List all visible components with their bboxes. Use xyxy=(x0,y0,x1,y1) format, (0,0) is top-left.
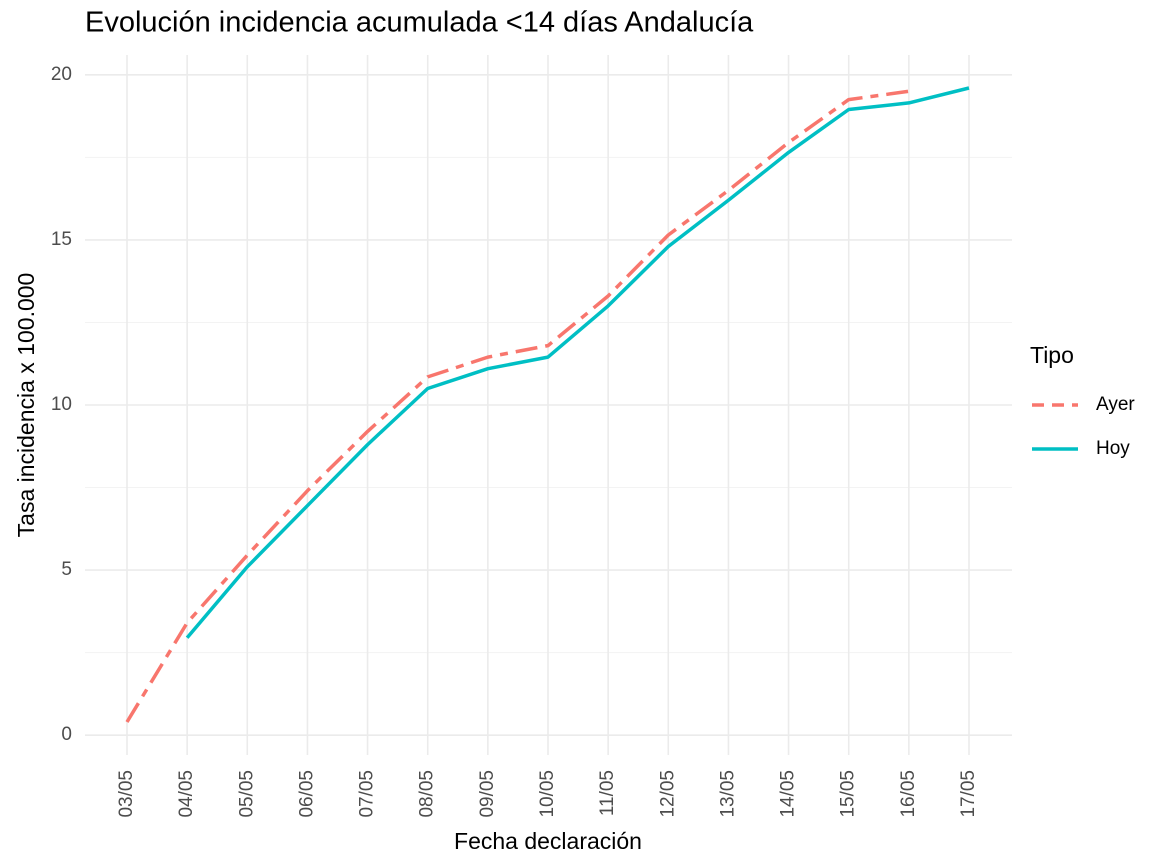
x-tick-label: 05/05 xyxy=(236,770,257,818)
x-tick-label: 11/05 xyxy=(597,770,618,816)
y-tick-label: 5 xyxy=(61,559,72,580)
x-tick-label: 06/05 xyxy=(296,770,317,818)
x-tick-label: 08/05 xyxy=(417,770,438,818)
series-line xyxy=(125,89,910,723)
x-tick-label: 13/05 xyxy=(717,770,738,818)
x-tick-label: 03/05 xyxy=(116,770,137,818)
legend-label: Ayer xyxy=(1096,394,1135,415)
y-tick-label: 15 xyxy=(51,229,72,250)
x-tick-label: 07/05 xyxy=(357,770,378,818)
x-tick-label: 16/05 xyxy=(898,770,919,818)
x-tick-label: 17/05 xyxy=(958,770,979,818)
y-tick-label: 10 xyxy=(51,394,72,415)
legend-label: Hoy xyxy=(1096,438,1130,459)
x-axis-title: Fecha declaración xyxy=(454,828,642,854)
chart-title: Evolución incidencia acumulada <14 días … xyxy=(85,7,754,39)
x-tick-label: 09/05 xyxy=(477,770,498,818)
x-tick-label: 15/05 xyxy=(838,770,859,818)
grid xyxy=(85,55,1012,755)
y-tick-label: 20 xyxy=(51,64,72,85)
y-tick-label: 0 xyxy=(61,724,72,745)
series-line xyxy=(185,86,970,639)
x-tick-label: 10/05 xyxy=(537,770,558,818)
x-tick-label: 12/05 xyxy=(657,770,678,818)
x-tick-label: 14/05 xyxy=(778,770,799,818)
y-axis-title: Tasa incidencia x 100.000 xyxy=(13,273,39,538)
legend-title: Tipo xyxy=(1030,342,1074,368)
x-tick-label: 04/05 xyxy=(176,770,197,818)
